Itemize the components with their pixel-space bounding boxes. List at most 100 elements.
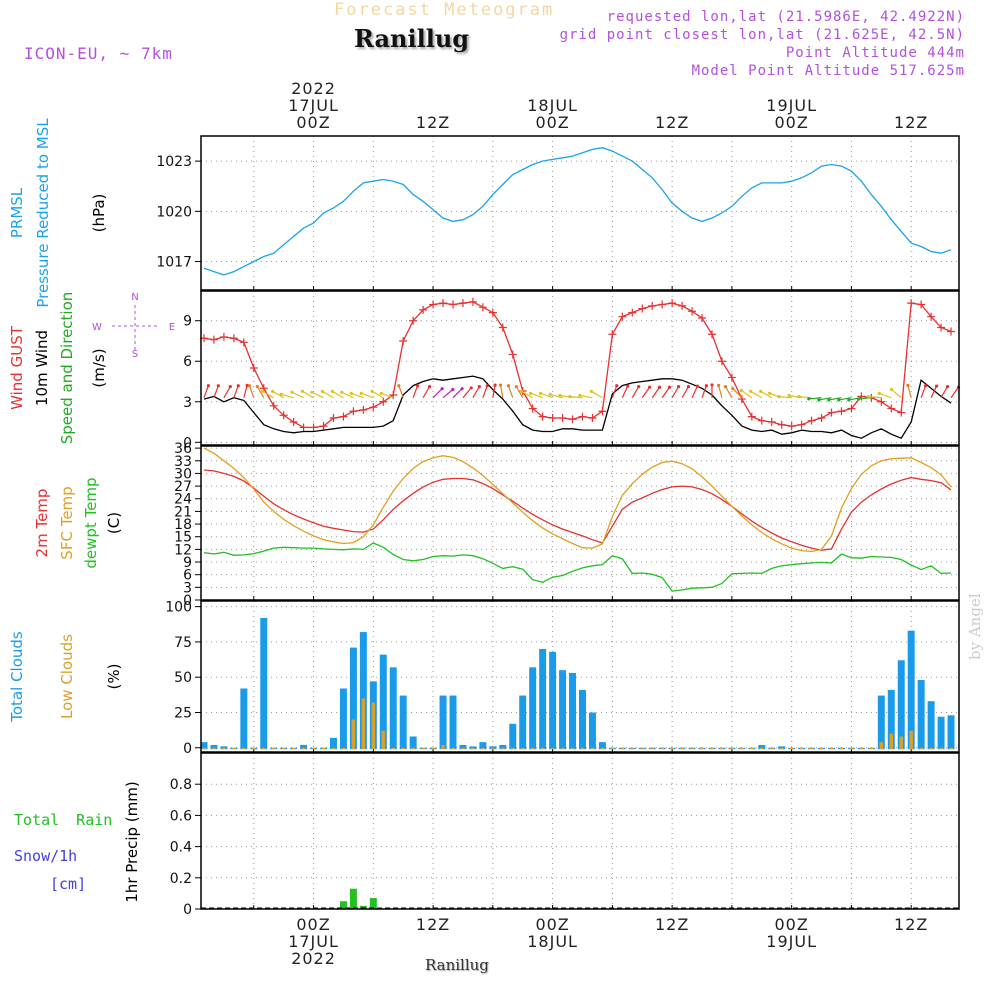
y-tick-label: 25 — [174, 705, 192, 721]
wind-arrow-head — [739, 388, 743, 392]
wind-arrow-head — [477, 385, 481, 389]
wind-arrow-head — [759, 389, 763, 393]
gust-point — [488, 308, 497, 317]
wind-arrow-head — [717, 383, 721, 387]
bar — [509, 723, 517, 750]
bar — [431, 747, 435, 750]
y-axis-label: Total Clouds — [8, 631, 26, 723]
wind-direction-arrow — [507, 385, 514, 398]
bar — [710, 747, 714, 750]
bar — [262, 747, 266, 750]
wind-direction-arrow — [515, 386, 524, 399]
bar — [849, 747, 854, 750]
legend-snow-unit: [cm] — [50, 875, 86, 893]
wind-direction-arrow — [681, 386, 690, 399]
gust-point — [389, 391, 398, 400]
wind-direction-arrow — [213, 385, 219, 398]
wind-direction-arrow — [808, 397, 822, 400]
gust-point — [458, 299, 467, 308]
wind-arrow-head — [427, 385, 432, 389]
bar — [349, 888, 357, 909]
y-axis-label: 1hr Precip (mm) — [123, 781, 141, 902]
time-label-bottom: 00Z — [296, 915, 330, 934]
time-label-bottom: 12Z — [416, 915, 450, 934]
wind-direction-arrow — [950, 386, 959, 399]
gust-point — [249, 364, 258, 372]
bar — [949, 747, 953, 750]
bar — [750, 747, 754, 750]
bar — [499, 744, 507, 750]
bar — [331, 747, 336, 750]
wind-direction-arrow — [291, 391, 304, 399]
gust-point — [528, 404, 537, 413]
y-tick-label: 6 — [183, 354, 192, 370]
subtitle: Forecast Meteogram — [334, 0, 555, 20]
bar — [359, 905, 367, 909]
y-tick-label: 1020 — [156, 204, 192, 220]
bar — [381, 730, 386, 750]
wind-direction-arrow — [412, 385, 419, 398]
bar — [461, 747, 465, 750]
gust-point — [419, 305, 428, 314]
series-line — [203, 301, 952, 429]
gust-point — [409, 316, 418, 325]
gust-point — [429, 300, 438, 309]
wind-direction-arrow — [591, 390, 603, 399]
gust-point — [538, 412, 547, 421]
bar — [202, 747, 206, 750]
wind-arrow-head — [686, 385, 691, 389]
wind-arrow-head — [255, 385, 259, 389]
wind-arrow-head — [637, 385, 641, 389]
bar — [421, 747, 425, 750]
bar — [260, 617, 268, 750]
gust-point — [209, 335, 218, 344]
bar — [580, 747, 585, 750]
y-axis-label: (%) — [105, 664, 123, 690]
wind-direction-arrow — [621, 385, 629, 398]
bar — [819, 747, 824, 750]
wind-arrow-head — [889, 387, 894, 392]
gust-point — [807, 416, 816, 425]
y-axis-label: (hPa) — [90, 194, 108, 233]
bar — [809, 747, 814, 750]
footer-title: Ranillug — [425, 956, 489, 974]
bar — [520, 747, 525, 750]
bar — [511, 747, 515, 750]
wind-direction-arrow — [332, 390, 344, 399]
gust-point — [449, 300, 458, 309]
bar — [909, 730, 913, 750]
wind-direction-arrow — [750, 390, 763, 399]
wind-direction-arrow — [422, 386, 431, 399]
wind-arrow-head — [310, 390, 314, 394]
panel-frame — [200, 290, 960, 446]
bar — [281, 747, 286, 750]
time-label-bottom: 18JUL — [527, 932, 578, 951]
wind-direction-arrow — [740, 389, 753, 399]
y-tick-label: 3 — [183, 395, 192, 411]
wind-direction-arrow — [818, 397, 832, 401]
info-altitude: Point Altitude 444m — [785, 45, 965, 61]
compass-w: W — [92, 322, 102, 333]
wind-direction-arrow — [381, 392, 394, 399]
y-tick-label: 3 — [183, 580, 192, 596]
bar — [730, 747, 734, 750]
y-axis-label: 2m Temp — [33, 489, 51, 558]
wind-arrow-head — [514, 385, 518, 389]
wind-direction-arrow — [641, 386, 651, 399]
bar — [740, 747, 744, 750]
time-label-top: 12Z — [655, 113, 689, 132]
gust-point — [349, 407, 358, 416]
bar — [560, 747, 565, 750]
bar — [917, 680, 925, 750]
wind-arrow-head — [379, 391, 383, 395]
y-axis-label: (C) — [105, 512, 123, 534]
wind-direction-arrow — [442, 389, 454, 399]
wind-direction-arrow — [778, 396, 792, 399]
wind-arrow-head — [270, 389, 275, 393]
y-tick-label: 33 — [174, 454, 192, 470]
bar — [927, 701, 935, 750]
y-tick-label: 6 — [183, 568, 192, 584]
bar — [519, 695, 527, 750]
time-label-top: 2022 — [291, 79, 336, 98]
wind-arrow-head — [506, 384, 510, 388]
